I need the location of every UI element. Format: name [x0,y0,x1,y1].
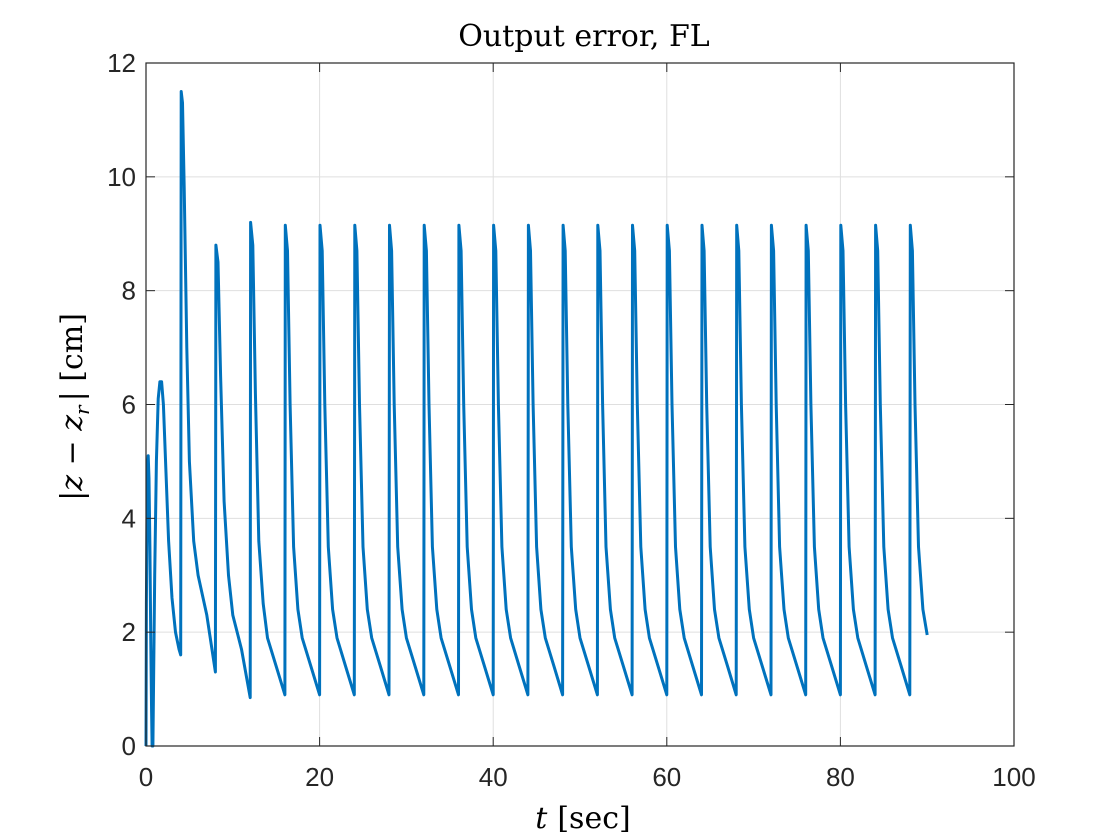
x-tick-label: 100 [992,762,1035,792]
y-tick-label: 4 [122,503,136,533]
y-axis-label: |z − zr | [cm] [55,313,94,501]
y-tick-label: 8 [122,276,136,306]
series-line [144,90,929,748]
grid [146,63,1014,746]
axis-ticks: 0 20 40 60 80 100 0 2 4 6 8 10 12 [107,48,1036,792]
y-axis-label-main: |z − z [55,415,90,501]
chart-title: Output error, FL [458,19,710,54]
y-axis-label-unit: | [cm] [55,313,90,401]
y-tick-label: 10 [107,162,136,192]
y-axis-label-subscript: r [70,404,94,415]
y-tick-label: 2 [122,617,136,647]
x-tick-label: 20 [305,762,334,792]
x-tick-label: 40 [479,762,508,792]
series-layer [144,90,929,748]
x-axis-unit: [sec] [557,801,630,836]
y-tick-label: 12 [107,48,136,78]
x-tick-label: 60 [652,762,681,792]
x-axis-label: t [sec] [535,801,630,836]
y-tick-label: 0 [122,731,136,761]
x-tick-label: 0 [139,762,153,792]
y-tick-label: 6 [122,390,136,420]
x-tick-label: 80 [826,762,855,792]
x-axis-variable: t [535,801,548,836]
